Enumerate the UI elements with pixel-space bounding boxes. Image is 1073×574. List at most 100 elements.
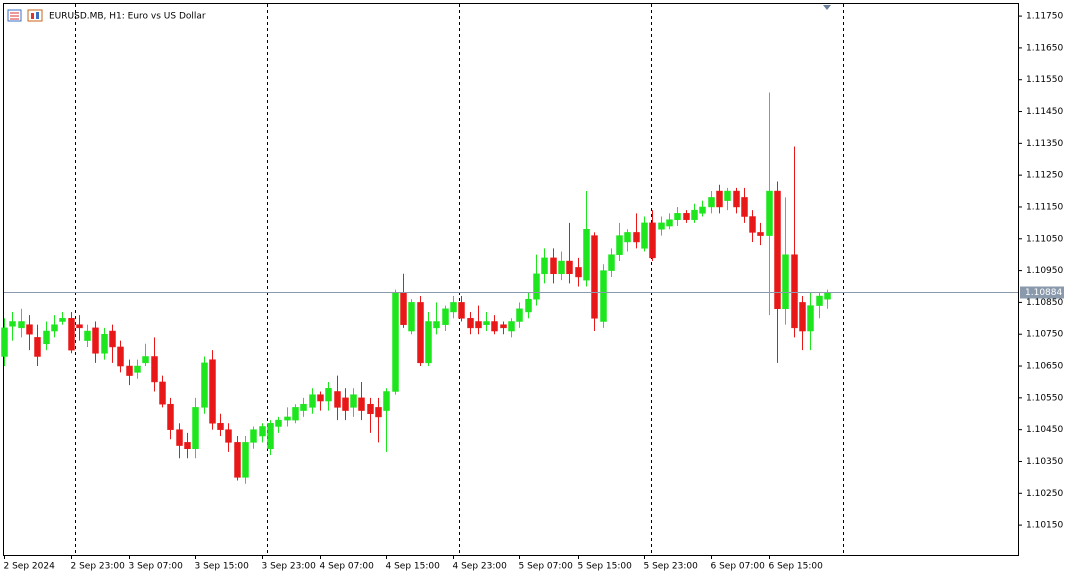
x-tick-label: 3 Sep 07:00 <box>129 562 184 572</box>
candle-body <box>392 292 399 392</box>
candle-body <box>733 190 740 208</box>
candle-body <box>292 407 299 421</box>
candle-body <box>408 302 415 332</box>
candle-body <box>508 321 515 332</box>
candle-body <box>600 270 607 322</box>
candle-body <box>334 391 341 408</box>
candle-body <box>400 292 407 325</box>
candle-body <box>18 321 25 329</box>
candle-body <box>101 333 108 354</box>
candle-body <box>300 403 307 411</box>
candle-body <box>358 397 365 411</box>
candle-body <box>683 213 690 220</box>
x-tick-label: 6 Sep 15:00 <box>769 562 824 572</box>
price-label: 1.10884 <box>1025 288 1062 298</box>
candle-body <box>433 321 440 329</box>
candle-body <box>716 190 723 208</box>
candle-body <box>749 216 756 233</box>
candle-body <box>176 429 183 446</box>
candle-body <box>591 235 598 319</box>
candle-body <box>417 302 424 364</box>
candle-body <box>757 232 764 236</box>
x-tick-label: 4 Sep 15:00 <box>386 562 441 572</box>
day-separators <box>75 4 844 555</box>
candle-body <box>458 302 465 319</box>
candle-body <box>117 346 124 367</box>
y-tick-label: 1.11750 <box>1026 12 1063 22</box>
candle-body <box>151 356 158 383</box>
candle-body <box>51 324 58 332</box>
x-tick-label: 5 Sep 07:00 <box>519 562 574 572</box>
candle-body <box>1 327 8 357</box>
x-tick-label: 4 Sep 23:00 <box>453 562 508 572</box>
candle-body <box>234 442 241 478</box>
candle-body <box>816 295 823 306</box>
candle-body <box>134 365 141 373</box>
candle-body <box>467 318 474 329</box>
candle-body <box>225 429 232 443</box>
candle-body <box>59 318 66 322</box>
y-tick-label: 1.10250 <box>1026 489 1063 499</box>
candle-body <box>267 423 274 449</box>
x-tick-label: 6 Sep 07:00 <box>711 562 766 572</box>
candle-body <box>782 254 789 310</box>
candle-body <box>516 308 523 322</box>
y-tick-label: 1.11550 <box>1026 75 1063 85</box>
candle-body <box>566 260 573 275</box>
candle-body <box>633 232 640 243</box>
chart-title: EURUSD.MB, H1: Euro vs US Dollar <box>49 12 206 22</box>
candle-body <box>159 381 166 405</box>
candle-body <box>275 419 282 427</box>
y-tick-label: 1.11150 <box>1026 202 1063 212</box>
candle-body <box>674 213 681 220</box>
toolbar-icons <box>7 9 43 22</box>
y-tick-label: 1.10450 <box>1026 425 1063 435</box>
candle-body <box>766 190 773 236</box>
candle-body <box>724 190 731 201</box>
candle-body <box>84 330 91 341</box>
candle-body <box>525 298 532 313</box>
candle-body <box>708 197 715 208</box>
candle-body <box>126 365 133 376</box>
candle-body <box>791 254 798 329</box>
candle-body <box>192 407 199 449</box>
y-tick-label: 1.10750 <box>1026 330 1063 340</box>
x-tick-label: 3 Sep 15:00 <box>195 562 250 572</box>
candle-body <box>9 321 16 327</box>
candle-body <box>649 222 656 259</box>
candle-body <box>34 337 41 357</box>
candle-body <box>425 321 432 364</box>
candle-body <box>217 423 224 430</box>
candle-body <box>142 356 149 364</box>
shift-marker <box>823 5 831 10</box>
x-tick-label: 4 Sep 07:00 <box>320 562 375 572</box>
candle-body <box>317 394 324 402</box>
candle-body <box>491 321 498 332</box>
candle-body <box>442 308 449 325</box>
candle-body <box>450 302 457 313</box>
candle-body <box>699 206 706 214</box>
candle-body <box>250 429 257 443</box>
candle-body <box>533 273 540 300</box>
candle-body <box>209 359 216 424</box>
y-tick-label: 1.11350 <box>1026 139 1063 149</box>
x-tick-label: 2 Sep 2024 <box>4 562 56 572</box>
x-tick-label: 5 Sep 15:00 <box>578 562 633 572</box>
candle-body <box>325 388 332 402</box>
plot-frame <box>3 3 1019 556</box>
candle-body <box>483 321 490 325</box>
candle-body <box>500 324 507 329</box>
candle-body <box>92 327 99 354</box>
candle-body <box>616 235 623 255</box>
candle-body <box>367 403 374 415</box>
candle-body <box>309 394 316 408</box>
candle-body <box>383 391 390 411</box>
candle-body <box>259 426 266 437</box>
candle-body <box>575 267 582 278</box>
candle-body <box>342 397 349 411</box>
x-tick-label: 5 Sep 23:00 <box>644 562 699 572</box>
candle-body <box>76 324 83 329</box>
candle-body <box>666 219 673 227</box>
candle-body <box>109 330 116 348</box>
candle-body <box>807 305 814 332</box>
